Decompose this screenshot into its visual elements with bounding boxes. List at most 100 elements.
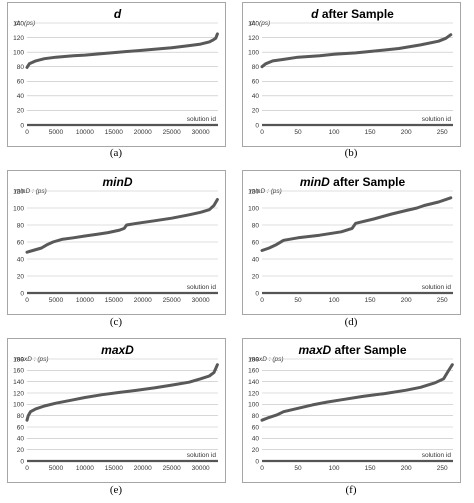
x-tick-label: 150 bbox=[365, 465, 376, 472]
chart-svg: maxD after Sample maxD : (ps) 0 20 40 60 80 100… bbox=[248, 343, 454, 472]
x-tick-label: 5000 bbox=[49, 465, 64, 472]
y-tick-label: 60 bbox=[17, 424, 25, 431]
y-tick-label: 140 bbox=[13, 20, 24, 27]
y-tick-label: 120 bbox=[13, 188, 24, 195]
x-tick-label: 25000 bbox=[163, 297, 181, 304]
series-line bbox=[25, 198, 219, 254]
y-tick-label: 0 bbox=[20, 122, 24, 129]
x-tick-label: 200 bbox=[401, 129, 412, 136]
x-tick-label: 0 bbox=[25, 129, 29, 136]
y-tick-label: 80 bbox=[17, 413, 25, 420]
x-tick-label: 50 bbox=[294, 129, 302, 136]
y-tick-label: 100 bbox=[248, 49, 259, 56]
x-axis-label: solution id bbox=[187, 116, 217, 123]
y-tick-label: 40 bbox=[252, 93, 260, 100]
y-axis-label: minD : (ps) bbox=[250, 188, 282, 195]
x-tick-label: 50 bbox=[294, 297, 302, 304]
y-tick-label: 0 bbox=[20, 290, 24, 297]
chart-title-suffix: after Sample bbox=[330, 175, 406, 189]
y-axis-label: maxD : (ps) bbox=[250, 356, 284, 363]
y-tick-label: 60 bbox=[252, 424, 260, 431]
y-tick-label: 100 bbox=[248, 402, 259, 409]
y-tick-label: 40 bbox=[17, 436, 25, 443]
y-tick-label: 40 bbox=[252, 436, 260, 443]
x-tick-label: 0 bbox=[260, 465, 264, 472]
y-tick-label: 0 bbox=[255, 458, 259, 465]
x-axis-label: solution id bbox=[187, 452, 217, 459]
y-tick-label: 60 bbox=[17, 239, 25, 246]
chart-title-main: minD bbox=[103, 175, 133, 189]
x-tick-label: 250 bbox=[437, 129, 448, 136]
y-tick-label: 120 bbox=[13, 390, 24, 397]
x-tick-label: 15000 bbox=[105, 129, 123, 136]
y-tick-label: 20 bbox=[17, 273, 25, 280]
y-tick-label: 80 bbox=[252, 413, 260, 420]
series-line bbox=[260, 363, 454, 422]
x-tick-label: 0 bbox=[25, 297, 29, 304]
x-axis-label: solution id bbox=[422, 116, 452, 123]
chart-title-suffix: after Sample bbox=[318, 7, 394, 21]
chart-panel-maxd: maxD maxD : (ps) 0 20 40 60 80 100 120 140 160 180 0… bbox=[7, 338, 226, 483]
y-tick-label: 40 bbox=[17, 93, 25, 100]
y-tick-label: 60 bbox=[17, 79, 25, 86]
chart-title-main: minD bbox=[300, 175, 330, 189]
x-tick-label: 30000 bbox=[192, 129, 210, 136]
chart-title-main: d bbox=[311, 7, 319, 21]
caption-b: (b) bbox=[344, 147, 358, 159]
chart-title: d after Sample bbox=[311, 7, 394, 21]
x-axis-label: solution id bbox=[422, 452, 452, 459]
x-tick-label: 5000 bbox=[49, 129, 64, 136]
y-tick-label: 40 bbox=[17, 256, 25, 263]
y-axis-label: d : (ps) bbox=[15, 20, 35, 27]
series-line bbox=[25, 32, 219, 69]
x-tick-label: 20000 bbox=[134, 297, 152, 304]
chart-panel-mind: minD minD : (ps) 0 20 40 60 80 100 120 0 5000 10000… bbox=[7, 170, 226, 315]
y-tick-label: 160 bbox=[13, 368, 24, 375]
y-axis-label: d : (ps) bbox=[250, 20, 270, 27]
chart-title-main: maxD bbox=[101, 343, 134, 357]
y-tick-label: 60 bbox=[252, 239, 260, 246]
chart-svg: d d : (ps) 0 20 40 60 80 100 120 140 0 5000 10000 150… bbox=[13, 7, 219, 136]
chart-title-suffix: after Sample bbox=[331, 343, 407, 357]
chart-svg: d after Sample d : (ps) 0 20 40 60 80 100 120 140… bbox=[248, 7, 453, 136]
chart-title: minD bbox=[103, 175, 133, 189]
chart-title-main: d bbox=[114, 7, 122, 21]
y-tick-label: 20 bbox=[17, 447, 25, 454]
y-tick-label: 0 bbox=[255, 122, 259, 129]
y-axis-label: maxD : (ps) bbox=[15, 356, 49, 363]
y-tick-label: 160 bbox=[248, 368, 259, 375]
y-tick-label: 140 bbox=[248, 379, 259, 386]
y-tick-label: 180 bbox=[13, 356, 24, 363]
x-tick-label: 10000 bbox=[76, 297, 94, 304]
y-tick-label: 80 bbox=[17, 222, 25, 229]
chart-svg: minD after Sample minD : (ps) 0 20 40 60 80 100… bbox=[248, 175, 453, 304]
caption-d: (d) bbox=[344, 316, 358, 328]
y-tick-label: 180 bbox=[248, 356, 259, 363]
x-tick-label: 200 bbox=[401, 465, 412, 472]
series-line bbox=[260, 196, 453, 252]
y-tick-label: 120 bbox=[13, 35, 24, 42]
x-tick-label: 25000 bbox=[163, 465, 181, 472]
chart-title: d bbox=[114, 7, 122, 21]
x-tick-label: 0 bbox=[25, 465, 29, 472]
y-tick-label: 20 bbox=[252, 108, 260, 115]
y-tick-label: 100 bbox=[13, 402, 24, 409]
chart-title: maxD bbox=[101, 343, 134, 357]
y-tick-label: 120 bbox=[248, 188, 259, 195]
y-tick-label: 60 bbox=[252, 79, 260, 86]
chart-title-main: maxD bbox=[298, 343, 331, 357]
x-tick-label: 30000 bbox=[192, 297, 210, 304]
y-tick-label: 20 bbox=[17, 108, 25, 115]
x-tick-label: 0 bbox=[260, 297, 264, 304]
chart-panel-d-after-sample: d after Sample d : (ps) 0 20 40 60 80 100 120 140… bbox=[242, 2, 461, 147]
y-tick-label: 20 bbox=[252, 447, 260, 454]
chart-svg: minD minD : (ps) 0 20 40 60 80 100 120 0 5000 10000… bbox=[13, 175, 219, 304]
x-tick-label: 15000 bbox=[105, 465, 123, 472]
y-tick-label: 20 bbox=[252, 273, 260, 280]
caption-c: (c) bbox=[109, 316, 123, 328]
y-tick-label: 140 bbox=[13, 379, 24, 386]
y-tick-label: 140 bbox=[248, 20, 259, 27]
y-tick-label: 120 bbox=[248, 35, 259, 42]
x-tick-label: 250 bbox=[437, 465, 448, 472]
y-tick-label: 100 bbox=[248, 205, 259, 212]
